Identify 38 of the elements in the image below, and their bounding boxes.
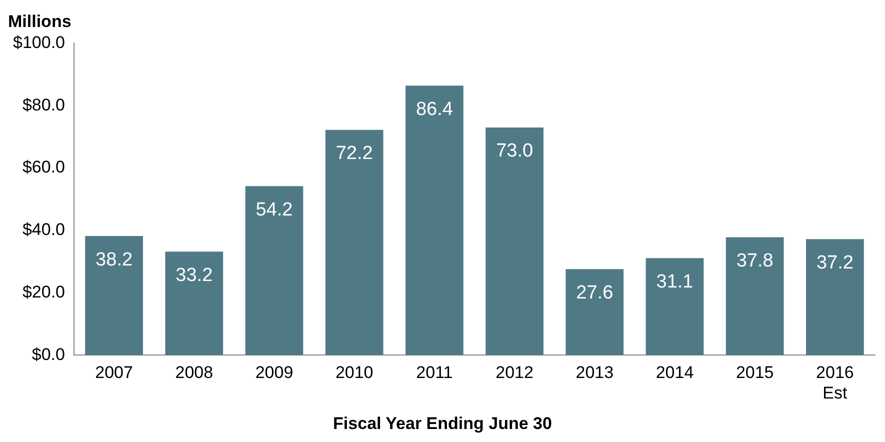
data-label: 37.2 — [816, 252, 854, 274]
bar — [486, 127, 544, 356]
bar — [165, 252, 224, 356]
bar — [806, 239, 864, 356]
data-label: 73.0 — [496, 140, 534, 162]
bar — [406, 86, 464, 356]
x-tick-label: 2009 — [255, 363, 294, 382]
x-tick-label: 2010 — [335, 363, 374, 382]
y-tick-label: $80.0 — [22, 95, 65, 114]
data-label: 37.8 — [736, 250, 774, 272]
x-tick-label: 2007 — [95, 363, 133, 382]
y-tick-label: $60.0 — [22, 158, 65, 177]
x-tick-label: 2014 — [656, 363, 694, 382]
bar — [646, 258, 704, 356]
y-tick-label: $0.0 — [32, 344, 65, 364]
x-tick-label: 2012 — [496, 363, 534, 382]
y-tick-label: $40.0 — [22, 220, 65, 240]
x-tick-label: 2008 — [175, 363, 214, 382]
data-label: 31.1 — [656, 271, 694, 292]
bar — [325, 130, 384, 356]
data-label: 27.6 — [576, 282, 614, 304]
x-tick-label: 2016 Est — [816, 363, 854, 402]
x-tick-label: 2013 — [576, 363, 614, 382]
bar — [726, 237, 784, 356]
data-label: 86.4 — [416, 98, 454, 120]
bar — [245, 186, 304, 356]
x-tick-label: 2011 — [416, 363, 453, 382]
data-label: 54.2 — [256, 199, 293, 220]
x-axis-title: Fiscal Year Ending June 30 — [332, 414, 553, 434]
y-tick-label: $20.0 — [22, 282, 65, 302]
data-label: 33.2 — [176, 264, 213, 286]
bar — [566, 269, 624, 356]
x-tick-label: 2015 — [736, 363, 774, 382]
data-label: 72.2 — [336, 143, 373, 164]
y-axis-title: Millions — [8, 12, 72, 32]
data-label: 38.2 — [96, 249, 133, 270]
y-tick-label: $100.0 — [12, 32, 65, 52]
bar — [85, 236, 143, 356]
